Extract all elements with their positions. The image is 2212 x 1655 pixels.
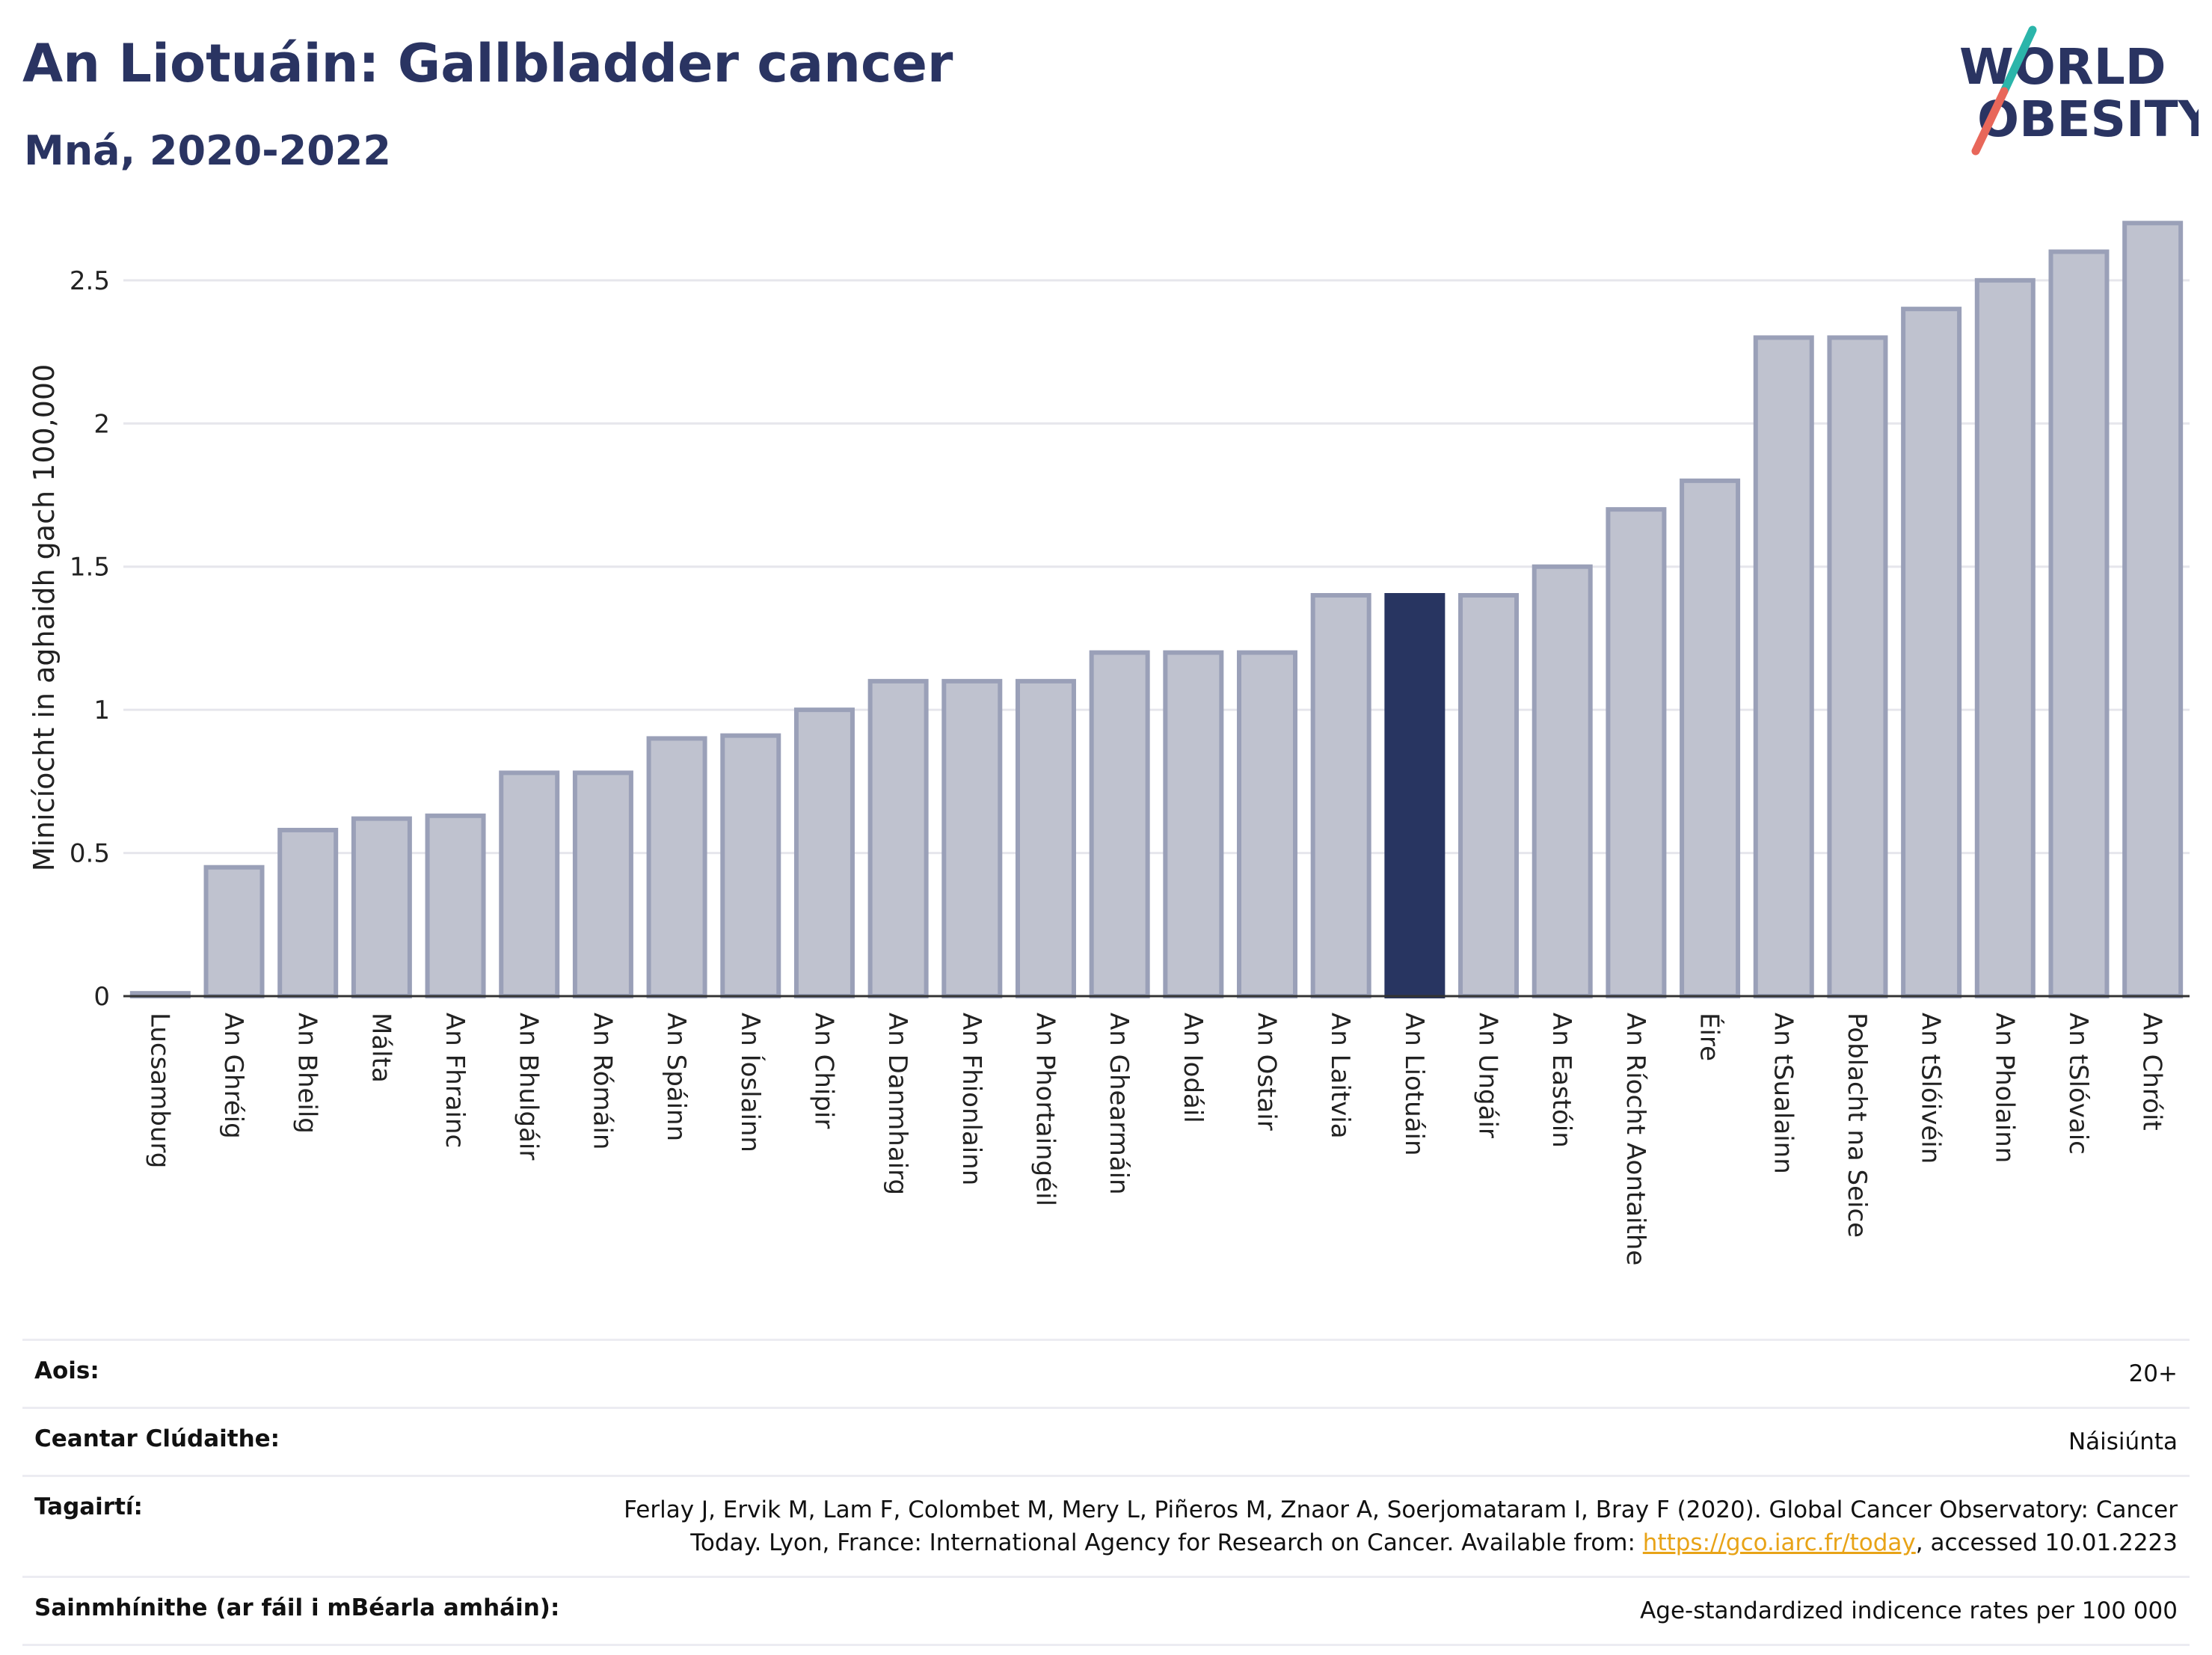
bar [203,865,265,998]
bar-chart: 0 0.5 1 1.5 2 2.5 Lucsamburg An Ghréig An Bheil… [28,221,2190,1265]
x-tick-label: An Ghearmáin [1104,1013,1134,1195]
x-tick-label: An Eastóin [1546,1013,1576,1148]
x-tick-label: An tSualainn [1768,1013,1798,1174]
y-tick-label: 1.5 [70,553,110,583]
x-tick-label: An Ríocht Aontaithe [1620,1013,1650,1265]
bar [1237,650,1298,998]
bars [129,221,2184,999]
x-tick-label: An tSlóvaic [2063,1013,2093,1155]
references-suffix: , accessed 10.01.2223 [1915,1529,2178,1556]
x-tick-label: An Iodáil [1178,1013,1208,1123]
bar [1753,335,1814,998]
bar [499,770,560,999]
y-tick-label: 0 [93,982,110,1012]
x-tick-label: An Liotuáin [1399,1013,1429,1156]
age-label: Aois: [34,1357,99,1384]
x-tick-label: An Pholainn [1989,1013,2019,1163]
bar [2048,249,2110,999]
bar [1163,650,1224,998]
x-tick-label: An Rómáin [587,1013,617,1149]
references-value: Ferlay J, Ervik M, Lam F, Colombet M, Me… [622,1493,2178,1559]
x-tick-label: Éire [1695,1013,1725,1061]
logo-slash-teal [2000,25,2037,96]
bar [1531,564,1593,998]
bar [720,733,781,998]
bar [351,816,412,998]
x-tick-label: Poblacht na Seice [1842,1013,1872,1238]
x-axis-ticks: Lucsamburg An Ghréig An Bheilg Málta An Fhra… [144,1013,2166,1265]
chart-subtitle: Mná, 2020-2022 [24,127,391,174]
y-tick-label: 2 [93,409,110,439]
x-tick-label: An Chróit [2137,1013,2167,1131]
bar [425,813,486,999]
y-tick-label: 1 [93,696,110,725]
x-tick-label: An Íoslainn [735,1013,766,1152]
x-tick-label: An Danmhairg [882,1013,912,1195]
bar [646,736,707,999]
area-label: Ceantar Clúdaithe: [34,1425,280,1452]
x-tick-label: An Bheilg [292,1013,322,1134]
x-tick-label: An Ostair [1252,1013,1282,1131]
definitions-label: Sainmhínithe (ar fáil i mBéarla amháin): [34,1594,560,1621]
bar [793,707,855,999]
bar [941,678,1003,998]
bar [572,770,633,999]
bar [1015,678,1076,998]
x-tick-label: An tSlóivéin [1916,1013,1946,1164]
bar [1606,507,1667,998]
bar [1901,307,1962,998]
x-tick-label: An Bhulgáir [514,1013,544,1160]
x-tick-label: Lucsamburg [144,1013,174,1168]
info-table: Aois: 20+ Ceantar Clúdaithe: Náisiúnta T… [22,1339,2190,1646]
bar [1680,478,1741,998]
references-label: Tagairtí: [34,1493,143,1520]
definitions-value: Age-standardized indicence rates per 100… [1640,1597,2178,1624]
bar [1974,277,2036,999]
bar [867,678,929,998]
x-tick-label: An Ghréig [218,1013,248,1139]
logo-slash-red [1971,87,2009,156]
y-tick-label: 2.5 [70,266,110,296]
x-tick-label: Málta [366,1013,396,1083]
x-tick-label: An Phortaingéil [1030,1013,1060,1206]
bar [277,827,339,999]
bar [2122,221,2184,998]
info-row-area: Ceantar Clúdaithe: Náisiúnta [22,1407,2190,1475]
x-tick-label: An Laitvia [1325,1013,1355,1139]
logo-line2: OBESITY [1977,90,2199,148]
y-axis-label: Minicíocht in aghaidh gach 100,000 [28,364,61,872]
references-link[interactable]: https://gco.iarc.fr/today [1642,1529,1916,1556]
x-tick-label: An Chipir [808,1013,838,1129]
chart-title: An Liotuáin: Gallbladder cancer [22,33,953,94]
bar [1827,335,1888,998]
info-row-age: Aois: 20+ [22,1339,2190,1407]
age-value: 20+ [2128,1360,2178,1387]
bar [1310,593,1371,998]
bar-highlight [1384,593,1446,998]
area-value: Náisiúnta [2068,1428,2178,1455]
logo-line1: WORLD [1959,38,2166,96]
info-row-references: Tagairtí: Ferlay J, Ervik M, Lam F, Colo… [22,1475,2190,1576]
x-tick-label: An Fhrainc [440,1013,470,1148]
y-tick-label: 0.5 [70,839,110,869]
bar [1458,593,1520,998]
info-row-definitions: Sainmhínithe (ar fáil i mBéarla amháin):… [22,1576,2190,1646]
x-tick-label: An Fhionlainn [956,1013,986,1185]
x-tick-label: An Ungáir [1473,1013,1503,1138]
x-tick-label: An Spáinn [661,1013,691,1141]
world-obesity-logo: WORLD OBESITY [1959,25,2199,156]
y-axis-ticks: 0 0.5 1 1.5 2 2.5 [70,266,110,1012]
references-text: Ferlay J, Ervik M, Lam F, Colombet M, Me… [624,1496,2178,1556]
bar [1089,650,1150,998]
